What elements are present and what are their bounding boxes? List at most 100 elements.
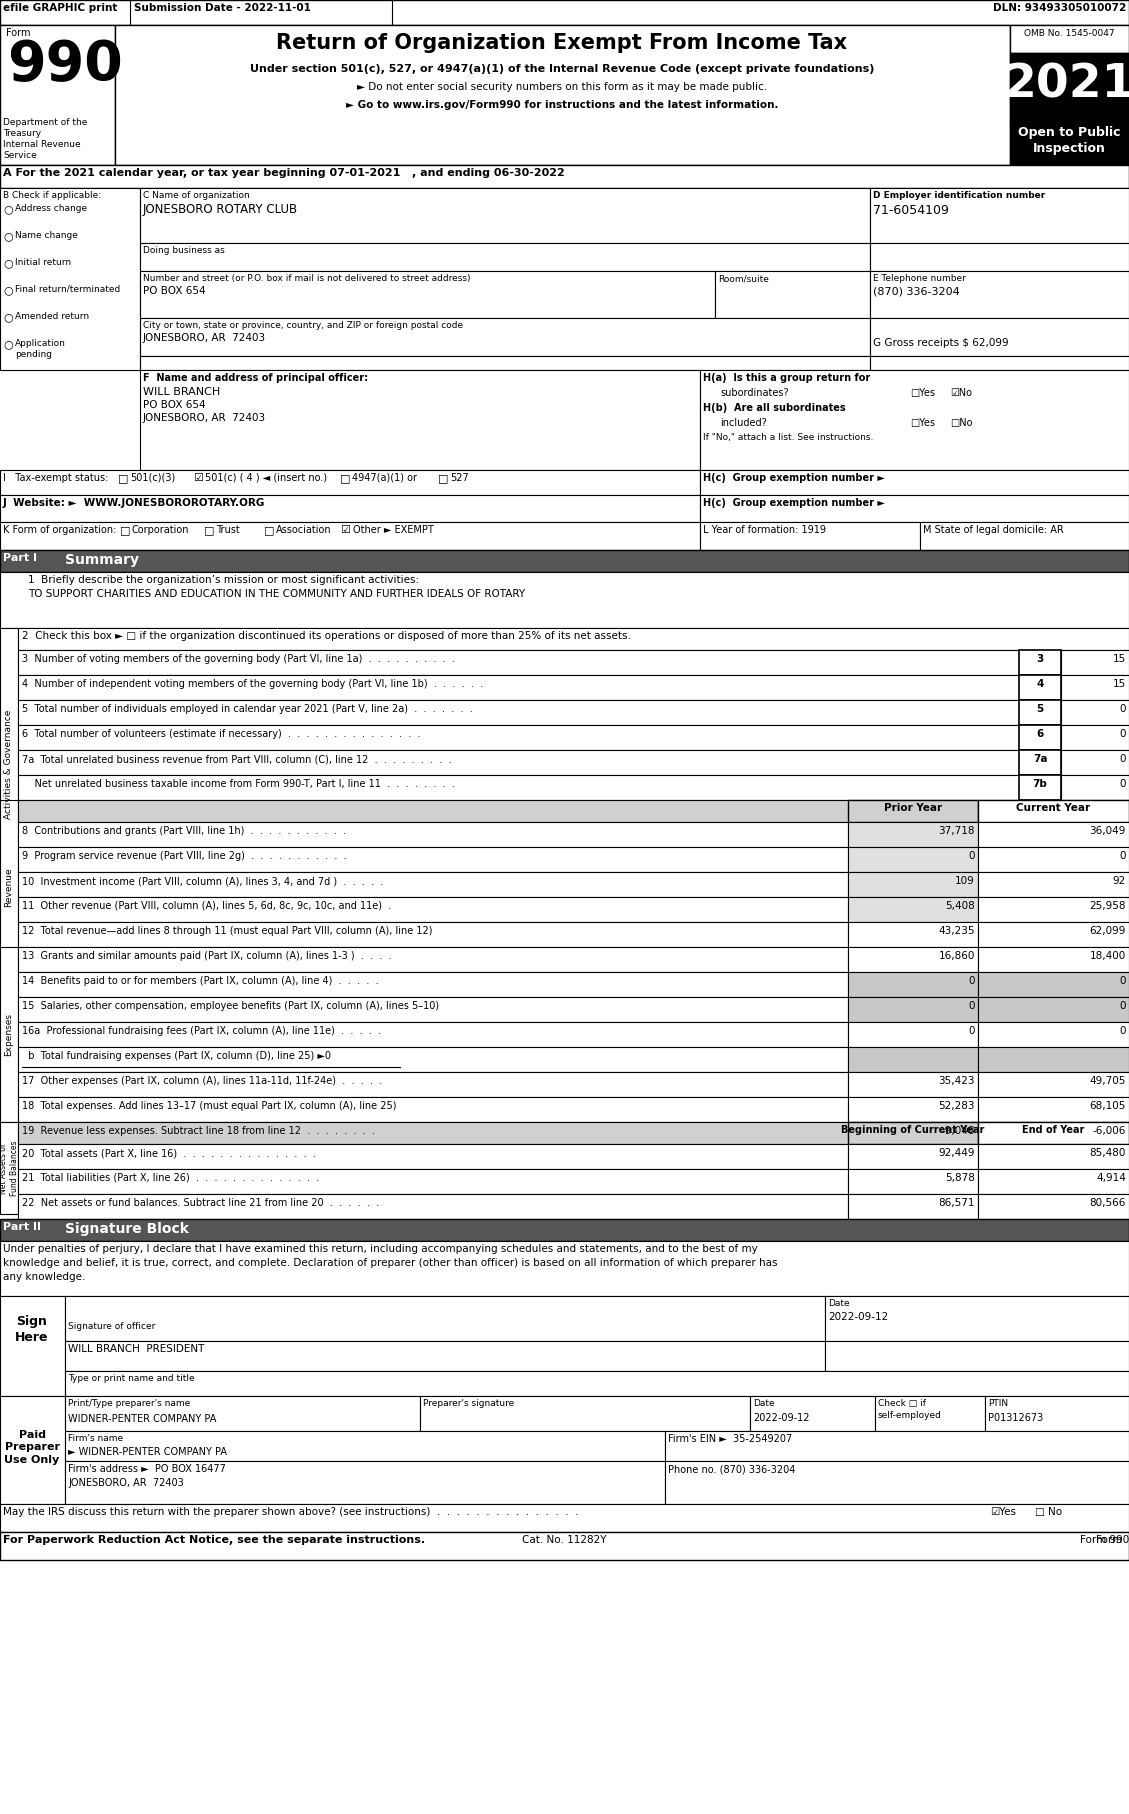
- Bar: [870, 270, 1129, 317]
- Bar: [978, 800, 1129, 822]
- Bar: [65, 1397, 420, 1431]
- Text: 22  Net assets or fund balances. Subtract line 21 from line 20  .  .  .  .  .  .: 22 Net assets or fund balances. Subtract…: [21, 1197, 379, 1208]
- Text: Cat. No. 11282Y: Cat. No. 11282Y: [522, 1535, 606, 1546]
- Text: Initial return: Initial return: [15, 258, 71, 267]
- Bar: [870, 317, 1129, 356]
- Text: 71-6054109: 71-6054109: [873, 203, 948, 218]
- Bar: [0, 1504, 1129, 1533]
- Text: □: □: [120, 524, 131, 535]
- Bar: [18, 1097, 848, 1123]
- Text: 6  Total number of volunteers (estimate if necessary)  .  .  .  .  .  .  .  .  .: 6 Total number of volunteers (estimate i…: [21, 729, 420, 738]
- Text: 5: 5: [1036, 704, 1043, 715]
- Text: □Yes: □Yes: [910, 417, 935, 428]
- Text: Sign
Here: Sign Here: [16, 1315, 49, 1344]
- Text: 0: 0: [969, 1001, 975, 1010]
- Text: JONESBORO, AR  72403: JONESBORO, AR 72403: [68, 1478, 184, 1487]
- Text: □: □: [438, 473, 448, 483]
- Text: Form: Form: [6, 27, 30, 38]
- Bar: [140, 317, 870, 356]
- Text: Room/suite: Room/suite: [718, 274, 769, 283]
- Text: Address change: Address change: [15, 203, 87, 212]
- Text: 990: 990: [7, 38, 123, 93]
- Text: Net Assets or
Fund Balances: Net Assets or Fund Balances: [0, 1141, 19, 1195]
- Text: self-employed: self-employed: [878, 1411, 942, 1420]
- Text: 109: 109: [955, 876, 975, 885]
- Bar: [1019, 700, 1061, 726]
- Text: 15: 15: [1113, 678, 1126, 689]
- Text: ☑: ☑: [340, 524, 350, 535]
- Text: Beginning of Current Year: Beginning of Current Year: [841, 1125, 984, 1136]
- Text: Form 990 (2021): Form 990 (2021): [1080, 1535, 1129, 1546]
- Text: 15  Salaries, other compensation, employee benefits (Part IX, column (A), lines : 15 Salaries, other compensation, employe…: [21, 1001, 439, 1010]
- Bar: [18, 998, 848, 1021]
- Text: efile GRAPHIC print: efile GRAPHIC print: [3, 4, 117, 13]
- Bar: [978, 922, 1129, 947]
- Text: 4  Number of independent voting members of the governing body (Part VI, line 1b): 4 Number of independent voting members o…: [21, 678, 483, 689]
- Text: 0: 0: [1120, 1001, 1126, 1010]
- Bar: [0, 189, 140, 370]
- Bar: [700, 522, 920, 550]
- Text: Firm's EIN ►  35-2549207: Firm's EIN ► 35-2549207: [668, 1435, 793, 1444]
- Text: Trust: Trust: [216, 524, 239, 535]
- Bar: [1019, 749, 1061, 775]
- Bar: [18, 628, 1129, 649]
- Bar: [18, 1123, 1129, 1145]
- Bar: [978, 972, 1129, 998]
- Bar: [18, 775, 1019, 800]
- Bar: [0, 522, 700, 550]
- Text: 0: 0: [1120, 729, 1126, 738]
- Bar: [1019, 775, 1061, 800]
- Bar: [1061, 649, 1129, 675]
- Bar: [0, 1123, 18, 1214]
- Text: 527: 527: [450, 473, 469, 483]
- Bar: [978, 1097, 1129, 1123]
- Text: 0: 0: [1120, 851, 1126, 862]
- Bar: [848, 947, 978, 972]
- Text: WIDNER-PENTER COMPANY PA: WIDNER-PENTER COMPANY PA: [68, 1413, 217, 1424]
- Text: Current Year: Current Year: [1016, 804, 1091, 813]
- Text: G Gross receipts $ 62,099: G Gross receipts $ 62,099: [873, 337, 1008, 348]
- Text: 8  Contributions and grants (Part VIII, line 1h)  .  .  .  .  .  .  .  .  .  .  : 8 Contributions and grants (Part VIII, l…: [21, 825, 347, 836]
- Text: ► Go to www.irs.gov/Form990 for instructions and the latest information.: ► Go to www.irs.gov/Form990 for instruct…: [345, 100, 778, 111]
- Bar: [1010, 53, 1129, 122]
- Bar: [848, 1047, 978, 1072]
- Text: 12  Total revenue—add lines 8 through 11 (must equal Part VIII, column (A), line: 12 Total revenue—add lines 8 through 11 …: [21, 925, 432, 936]
- Text: 52,283: 52,283: [938, 1101, 975, 1110]
- Bar: [65, 1341, 825, 1371]
- Text: 0: 0: [969, 851, 975, 862]
- Text: 5,878: 5,878: [945, 1174, 975, 1183]
- Text: Submission Date - 2022-11-01: Submission Date - 2022-11-01: [134, 4, 310, 13]
- Text: OMB No. 1545-0047: OMB No. 1545-0047: [1024, 29, 1114, 38]
- Bar: [18, 800, 1129, 822]
- Text: If "No," attach a list. See instructions.: If "No," attach a list. See instructions…: [703, 434, 874, 443]
- Text: Under penalties of perjury, I declare that I have examined this return, includin: Under penalties of perjury, I declare th…: [3, 1244, 758, 1253]
- Text: ☑No: ☑No: [949, 388, 972, 397]
- Bar: [0, 25, 115, 165]
- Text: 11  Other revenue (Part VIII, column (A), lines 5, 6d, 8c, 9c, 10c, and 11e)  .: 11 Other revenue (Part VIII, column (A),…: [21, 902, 392, 911]
- Bar: [920, 522, 1129, 550]
- Text: 2022-09-12: 2022-09-12: [753, 1413, 809, 1422]
- Bar: [848, 800, 978, 822]
- Text: 0: 0: [1120, 976, 1126, 987]
- Bar: [65, 1431, 665, 1460]
- Text: 0: 0: [969, 1027, 975, 1036]
- Text: -6,006: -6,006: [1093, 1126, 1126, 1136]
- Text: 17  Other expenses (Part IX, column (A), lines 11a-11d, 11f-24e)  .  .  .  .  .: 17 Other expenses (Part IX, column (A), …: [21, 1076, 383, 1087]
- Text: Final return/terminated: Final return/terminated: [15, 285, 121, 294]
- Bar: [978, 847, 1129, 873]
- Bar: [18, 675, 1019, 700]
- Bar: [978, 1021, 1129, 1047]
- Text: Summary: Summary: [65, 553, 139, 568]
- Text: 16,860: 16,860: [938, 951, 975, 961]
- Bar: [0, 495, 700, 522]
- Bar: [0, 800, 18, 974]
- Bar: [1061, 726, 1129, 749]
- Text: Name change: Name change: [15, 230, 78, 239]
- Text: b  Total fundraising expenses (Part IX, column (D), line 25) ►0: b Total fundraising expenses (Part IX, c…: [21, 1050, 331, 1061]
- Text: Part I: Part I: [3, 553, 37, 562]
- Text: Open to Public
Inspection: Open to Public Inspection: [1017, 125, 1120, 154]
- Text: 7a: 7a: [1033, 755, 1048, 764]
- Text: 0: 0: [1120, 755, 1126, 764]
- Bar: [848, 922, 978, 947]
- Text: TO SUPPORT CHARITIES AND EDUCATION IN THE COMMUNITY AND FURTHER IDEALS OF ROTARY: TO SUPPORT CHARITIES AND EDUCATION IN TH…: [28, 590, 525, 599]
